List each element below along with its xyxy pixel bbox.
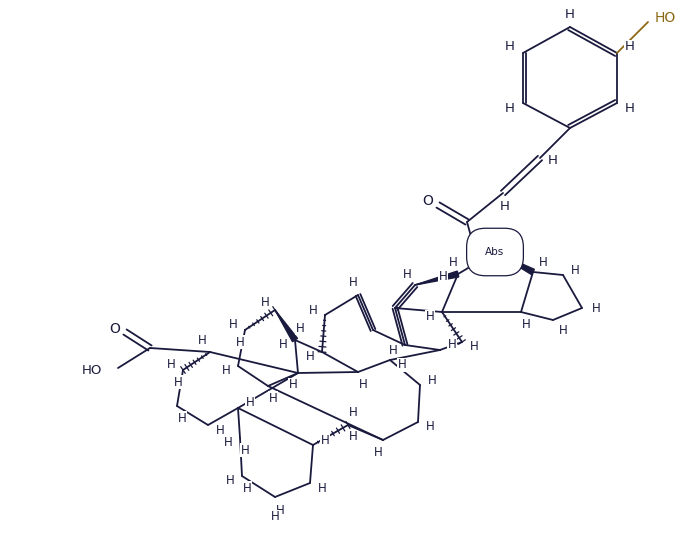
Text: H: H xyxy=(318,482,326,495)
Text: H: H xyxy=(538,255,547,269)
Polygon shape xyxy=(275,310,298,342)
Text: H: H xyxy=(570,264,580,276)
Text: H: H xyxy=(559,324,568,336)
Text: H: H xyxy=(505,41,515,53)
Text: H: H xyxy=(449,255,457,269)
Text: H: H xyxy=(358,377,368,391)
Text: H: H xyxy=(428,374,436,386)
Text: H: H xyxy=(222,365,230,377)
Text: H: H xyxy=(279,339,288,351)
Text: H: H xyxy=(229,319,237,331)
Text: H: H xyxy=(470,341,478,354)
Text: H: H xyxy=(223,436,232,450)
Text: H: H xyxy=(505,103,515,115)
Text: H: H xyxy=(236,336,244,349)
Text: H: H xyxy=(276,504,284,517)
Text: H: H xyxy=(269,391,277,405)
Text: O: O xyxy=(110,322,120,336)
Polygon shape xyxy=(415,271,458,285)
Text: H: H xyxy=(398,359,407,371)
Text: H: H xyxy=(225,475,234,487)
Text: H: H xyxy=(426,421,435,433)
Text: H: H xyxy=(447,339,456,351)
Text: H: H xyxy=(625,41,635,53)
Text: H: H xyxy=(309,304,317,316)
Text: H: H xyxy=(288,379,298,391)
Text: H: H xyxy=(389,344,398,356)
Text: H: H xyxy=(178,411,186,425)
Text: H: H xyxy=(260,295,270,309)
Text: H: H xyxy=(167,359,176,371)
Text: HO: HO xyxy=(82,365,102,377)
Text: H: H xyxy=(374,446,382,458)
Text: H: H xyxy=(625,103,635,115)
Text: O: O xyxy=(423,194,433,208)
Text: H: H xyxy=(402,269,412,281)
Polygon shape xyxy=(495,252,534,275)
Text: H: H xyxy=(295,321,304,335)
Text: H: H xyxy=(321,433,330,447)
Text: H: H xyxy=(500,200,510,214)
Text: H: H xyxy=(439,270,447,284)
Text: H: H xyxy=(522,317,531,330)
Text: H: H xyxy=(592,301,601,315)
Text: H: H xyxy=(306,351,314,364)
Text: H: H xyxy=(174,376,183,388)
Text: H: H xyxy=(349,431,358,443)
Text: H: H xyxy=(216,423,225,436)
Text: H: H xyxy=(548,154,558,168)
Text: H: H xyxy=(349,276,358,290)
Text: H: H xyxy=(565,8,575,22)
Text: H: H xyxy=(349,406,358,420)
Text: H: H xyxy=(197,334,206,346)
Text: HO: HO xyxy=(655,11,676,25)
Text: H: H xyxy=(426,310,435,324)
Text: H: H xyxy=(246,396,254,410)
Text: Abs: Abs xyxy=(485,247,505,257)
Text: H: H xyxy=(241,443,249,457)
Text: H: H xyxy=(243,482,251,495)
Text: H: H xyxy=(271,511,279,523)
